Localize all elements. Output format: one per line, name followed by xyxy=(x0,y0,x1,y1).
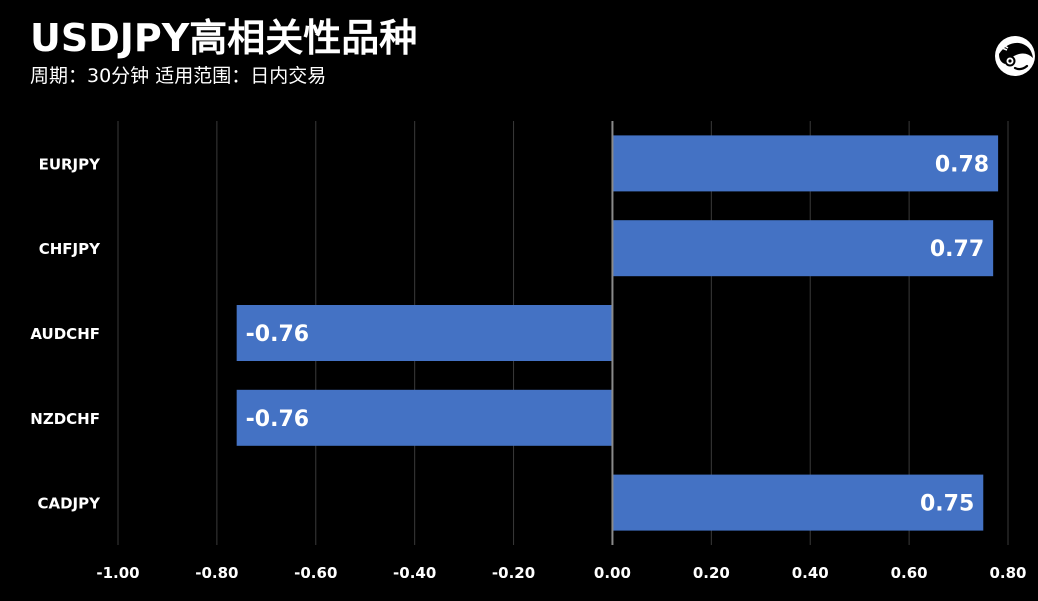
x-tick-label: -1.00 xyxy=(96,564,139,582)
category-label: NZDCHF xyxy=(30,410,100,428)
x-tick-label: -0.40 xyxy=(393,564,436,582)
x-tick-labels: -1.00 -0.80 -0.60 -0.40 -0.20 0.00 0.20 0.40 0.6… xyxy=(96,564,1026,582)
page-subtitle: 周期：30分钟 适用范围：日内交易 xyxy=(30,65,327,87)
category-labels: EURJPY CHFJPY AUDCHF NZDCHF CADJPY xyxy=(30,155,101,512)
data-label: -0.76 xyxy=(246,407,309,432)
grid-lines xyxy=(117,121,1009,545)
category-label: EURJPY xyxy=(39,155,102,173)
data-label: 0.78 xyxy=(935,152,989,177)
category-label: AUDCHF xyxy=(30,325,100,343)
x-tick-label: 0.80 xyxy=(989,564,1026,582)
data-labels: 0.78 0.77 -0.76 -0.76 0.75 xyxy=(246,152,989,516)
category-label: CADJPY xyxy=(37,495,101,513)
data-label: -0.76 xyxy=(246,322,309,347)
x-tick-label: -0.60 xyxy=(294,564,337,582)
x-tick-label: 0.20 xyxy=(693,564,730,582)
category-label: CHFJPY xyxy=(39,240,101,258)
bar-cadjpy xyxy=(612,474,984,531)
x-tick-label: -0.20 xyxy=(492,564,535,582)
bars xyxy=(236,135,999,531)
x-tick-label: 0.40 xyxy=(792,564,829,582)
x-tick-label: 0.60 xyxy=(891,564,928,582)
x-tick-label: 0.00 xyxy=(594,564,631,582)
bar-chfjpy xyxy=(612,220,994,277)
bar-nzdchf xyxy=(236,389,613,446)
page-title: USDJPY高相关性品种 xyxy=(30,16,418,60)
data-label: 0.77 xyxy=(930,237,984,262)
bar-eurjpy xyxy=(612,135,999,192)
x-tick-label: -0.80 xyxy=(195,564,238,582)
bar-audchf xyxy=(236,305,613,361)
data-label: 0.75 xyxy=(920,492,974,517)
brand-logo-icon xyxy=(995,36,1035,76)
